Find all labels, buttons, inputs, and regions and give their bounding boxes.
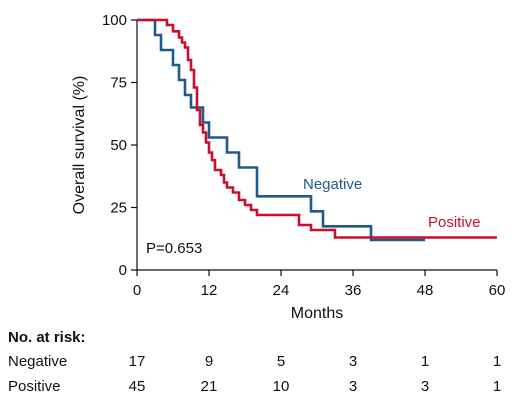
- x-tick-label: 12: [201, 282, 218, 299]
- risk-row-negative: Negative 17 9 5 3 1 1: [0, 353, 520, 373]
- y-tick-label: 75: [110, 75, 127, 92]
- km-survival-chart: 0 12 24 36 48 60 0 25 50 75 100 Overall survival (…: [71, 12, 505, 322]
- risk-count: 21: [200, 378, 218, 395]
- positive-survival-curve: [137, 18, 497, 239]
- risk-count: 1: [492, 378, 502, 395]
- risk-table-title: No. at risk:: [8, 329, 86, 346]
- negative-survival-curve: [137, 18, 425, 242]
- axis-ticks: 0 12 24 36 48 60 0 25 50 75 100: [102, 12, 505, 299]
- y-tick-label: 100: [102, 12, 127, 29]
- y-axis-label: Overall survival (%): [71, 76, 88, 215]
- y-tick-label: 25: [110, 200, 127, 217]
- risk-count: 3: [348, 378, 358, 395]
- y-tick-label: 0: [119, 262, 127, 279]
- negative-series-label: Negative: [303, 176, 362, 193]
- y-tick-label: 50: [110, 137, 127, 154]
- x-tick-label: 60: [489, 282, 506, 299]
- x-axis-label: Months: [291, 305, 343, 322]
- risk-count: 3: [420, 378, 430, 395]
- risk-count: 9: [204, 353, 214, 370]
- x-tick-label: 48: [417, 282, 434, 299]
- risk-count: 10: [272, 378, 290, 395]
- p-value-annotation: P=0.653: [146, 240, 202, 257]
- risk-count: 45: [128, 378, 146, 395]
- risk-row-label: Negative: [8, 353, 68, 370]
- risk-count: 3: [348, 353, 358, 370]
- positive-series-label: Positive: [428, 214, 481, 231]
- x-tick-label: 0: [133, 282, 141, 299]
- chart-axes: [136, 20, 497, 271]
- x-tick-label: 36: [345, 282, 362, 299]
- risk-row-label: Positive: [8, 378, 61, 395]
- risk-row-positive: Positive 45 21 10 3 3 1: [0, 378, 520, 398]
- risk-count: 1: [420, 353, 430, 370]
- risk-count: 17: [128, 353, 146, 370]
- survival-curves: [137, 18, 497, 242]
- risk-count: 5: [276, 353, 286, 370]
- x-tick-label: 24: [273, 282, 290, 299]
- risk-count: 1: [492, 353, 502, 370]
